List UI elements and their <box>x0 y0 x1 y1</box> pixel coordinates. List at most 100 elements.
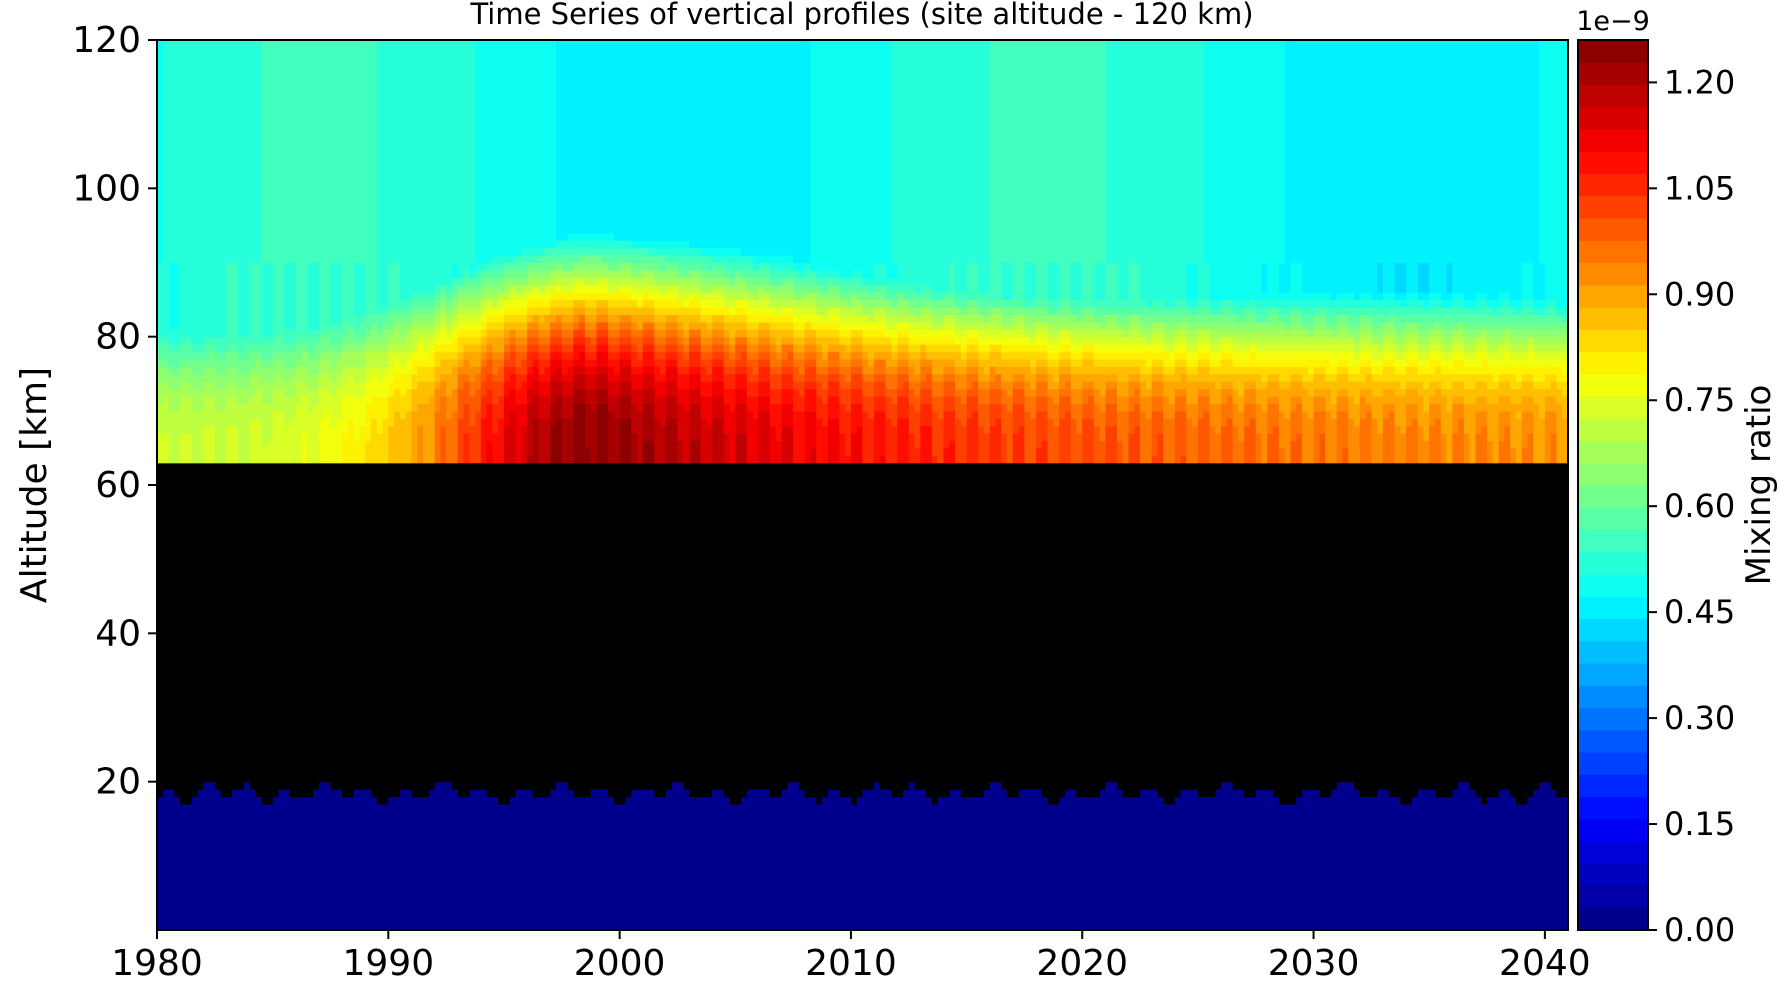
heatmap-cell <box>879 329 887 338</box>
heatmap-cell <box>1510 40 1517 301</box>
heatmap-cell <box>174 262 181 330</box>
heatmap-cell <box>1498 440 1505 464</box>
heatmap-cell <box>891 796 898 930</box>
heatmap-cell <box>191 358 199 375</box>
heatmap-cell <box>1145 351 1153 367</box>
heatmap-cell <box>1255 789 1263 930</box>
heatmap-cell <box>550 314 557 323</box>
colorbar-segment <box>1578 729 1648 753</box>
heatmap-cell <box>538 351 546 360</box>
heatmap-cell <box>1007 396 1014 412</box>
heatmap-cell <box>787 373 794 390</box>
heatmap-cell <box>1267 314 1274 323</box>
heatmap-cell <box>1550 789 1558 930</box>
heatmap-cell <box>1076 358 1083 367</box>
heatmap-cell <box>943 292 950 301</box>
heatmap-cell <box>1134 329 1141 338</box>
heatmap-cell <box>885 292 893 301</box>
heatmap-cell <box>694 269 702 278</box>
heatmap-cell <box>1024 396 1031 412</box>
heatmap-cell <box>1128 381 1135 397</box>
heatmap-cell <box>278 789 285 930</box>
heatmap-cell <box>700 255 707 264</box>
heatmap-cell <box>1249 388 1257 405</box>
heatmap-cell <box>1359 307 1367 316</box>
heatmap-cell <box>157 336 164 345</box>
heatmap-cell <box>1406 344 1413 353</box>
heatmap-cell <box>1365 403 1372 412</box>
heatmap-cell <box>1244 307 1251 316</box>
heatmap-cell <box>648 307 655 316</box>
heatmap-cell <box>879 321 887 330</box>
heatmap-cell <box>833 321 840 330</box>
heatmap-cell <box>527 307 534 316</box>
heatmap-cell <box>1458 307 1465 316</box>
heatmap-cell <box>636 240 644 249</box>
heatmap-cell <box>902 284 910 293</box>
heatmap-cell <box>480 299 488 308</box>
heatmap-cell <box>509 410 517 464</box>
heatmap-cell <box>538 40 546 249</box>
heatmap-cell <box>1116 396 1124 412</box>
heatmap-cell <box>891 358 898 367</box>
heatmap-cell <box>793 284 800 293</box>
heatmap-cell <box>845 358 852 367</box>
heatmap-cell <box>1319 462 1326 798</box>
heatmap-cell <box>1168 307 1176 316</box>
heatmap-cell <box>1064 40 1072 301</box>
heatmap-cell <box>590 262 598 271</box>
heatmap-cell <box>336 373 343 390</box>
heatmap-cell <box>503 803 511 930</box>
heatmap-cell <box>631 284 638 293</box>
heatmap-cell <box>769 255 777 264</box>
heatmap-cell <box>1226 351 1234 360</box>
heatmap-cell <box>654 462 661 798</box>
heatmap-cell <box>955 299 962 308</box>
heatmap-cell <box>463 277 470 286</box>
heatmap-cell <box>735 803 742 930</box>
heatmap-cell <box>1435 336 1442 345</box>
heatmap-cell <box>1186 321 1193 330</box>
heatmap-cell <box>619 247 626 256</box>
heatmap-cell <box>839 329 846 338</box>
heatmap-cell <box>434 462 441 783</box>
heatmap-cell <box>1093 321 1101 330</box>
heatmap-cell <box>336 418 343 464</box>
heatmap-cell <box>1105 373 1112 382</box>
heatmap-cell <box>579 796 586 930</box>
heatmap-cell <box>874 373 881 382</box>
heatmap-cell <box>955 789 962 930</box>
heatmap-cell <box>521 292 528 301</box>
heatmap-cell <box>897 329 904 338</box>
heatmap-cell <box>706 247 713 256</box>
heatmap-cell <box>868 314 875 323</box>
heatmap-cell <box>885 396 893 419</box>
heatmap-cell <box>475 462 482 790</box>
heatmap-cell <box>1319 366 1326 375</box>
heatmap-cell <box>1111 40 1118 264</box>
heatmap-cell <box>856 277 864 286</box>
heatmap-cell <box>868 321 875 330</box>
heatmap-cell <box>1070 388 1078 405</box>
heatmap-cell <box>515 314 522 323</box>
heatmap-cell <box>1082 388 1089 405</box>
heatmap-cell <box>1076 314 1083 323</box>
heatmap-cell <box>1168 381 1176 405</box>
heatmap-cell <box>914 373 921 382</box>
heatmap-cell <box>833 418 840 464</box>
heatmap-cell <box>538 292 546 301</box>
heatmap-cell <box>475 789 482 930</box>
heatmap-cell <box>1018 388 1026 405</box>
heatmap-cell <box>1533 344 1540 353</box>
heatmap-cell <box>885 388 893 397</box>
heatmap-cell <box>706 336 713 345</box>
heatmap-cell <box>879 284 887 293</box>
heatmap-cell <box>261 803 268 930</box>
heatmap-cell <box>1475 314 1482 323</box>
heatmap-cell <box>665 329 673 338</box>
heatmap-cell <box>660 307 667 316</box>
heatmap-cell <box>1238 299 1245 308</box>
heatmap-cell <box>781 373 788 390</box>
heatmap-cell <box>943 447 950 464</box>
heatmap-cell <box>272 336 280 353</box>
